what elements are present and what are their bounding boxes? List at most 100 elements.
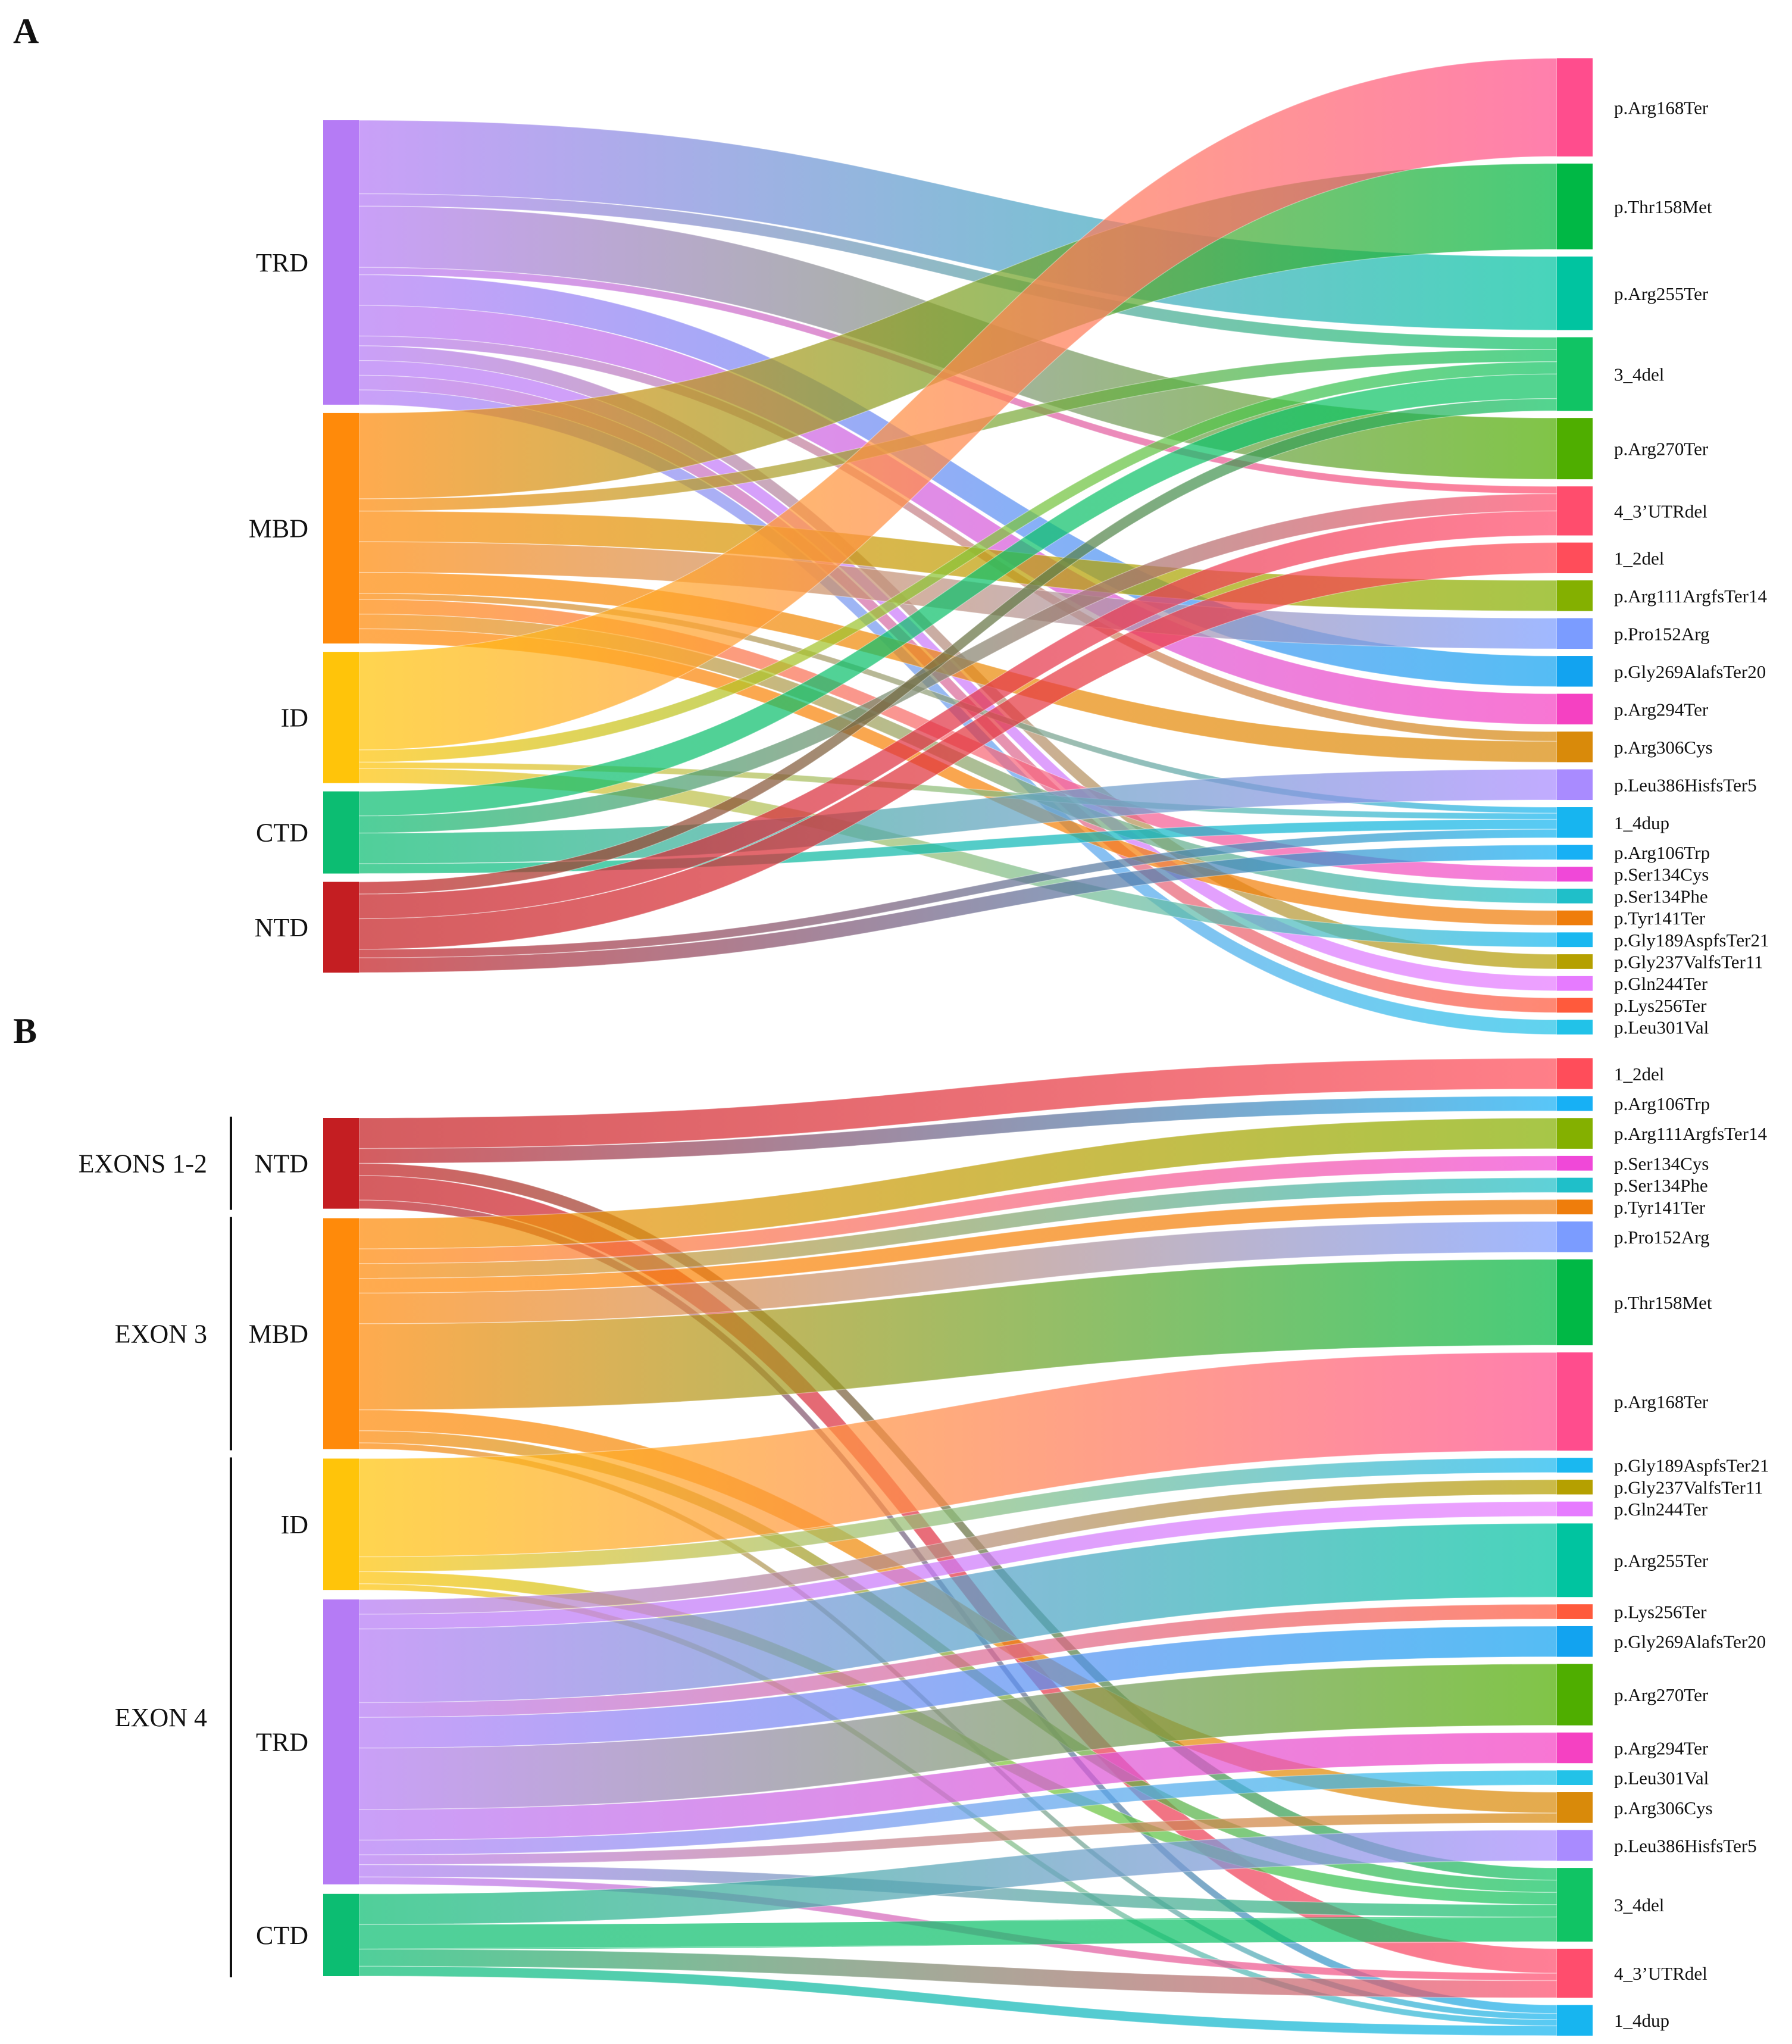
source-node-mbd bbox=[323, 1218, 359, 1449]
target-label-1-4dup: 1_4dup bbox=[1614, 812, 1669, 833]
target-label-p-lys256ter: p.Lys256Ter bbox=[1614, 1602, 1707, 1623]
target-label-p-arg255ter: p.Arg255Ter bbox=[1614, 1550, 1709, 1571]
target-node-p-gly189aspfster21 bbox=[1557, 932, 1593, 948]
source-node-mbd bbox=[323, 412, 359, 644]
target-node-p-lys256ter bbox=[1557, 998, 1593, 1013]
target-label-1-2del: 1_2del bbox=[1614, 1064, 1664, 1084]
source-label-id: ID bbox=[281, 1510, 308, 1539]
target-label-p-arg294ter: p.Arg294Ter bbox=[1614, 699, 1709, 720]
target-node-p-gly269alafster20 bbox=[1557, 656, 1593, 687]
target-node-p-pro152arg bbox=[1557, 618, 1593, 649]
target-label-p-lys256ter: p.Lys256Ter bbox=[1614, 995, 1707, 1016]
link-ctd-to-4-3-utrdel bbox=[358, 1948, 1558, 1999]
target-node-p-arg168ter bbox=[1557, 1352, 1593, 1451]
source-node-ctd bbox=[323, 791, 359, 874]
link-ntd-to-4-3-utrdel bbox=[358, 510, 1558, 920]
target-label-4-3-utrdel: 4_3’UTRdel bbox=[1614, 1963, 1707, 1984]
target-label-p-thr158met: p.Thr158Met bbox=[1614, 1292, 1712, 1313]
target-label-1-4dup: 1_4dup bbox=[1614, 2010, 1669, 2031]
source-node-ntd bbox=[323, 1118, 359, 1209]
link-ntd-to-1-2del bbox=[358, 542, 1558, 950]
target-node-p-gln244ter bbox=[1557, 1501, 1593, 1517]
source-node-id bbox=[323, 652, 359, 783]
target-node-p-arg294ter bbox=[1557, 693, 1593, 725]
target-node-p-gly189aspfster21 bbox=[1557, 1458, 1593, 1473]
link-trd-to-p-gly269alafster20 bbox=[358, 1626, 1558, 1749]
source-label-trd: TRD bbox=[256, 1727, 308, 1757]
target-label-p-tyr141ter: p.Tyr141Ter bbox=[1614, 908, 1706, 929]
source-label-ctd: CTD bbox=[256, 818, 308, 848]
target-label-p-arg168ter: p.Arg168Ter bbox=[1614, 97, 1709, 118]
target-label-p-gln244ter: p.Gln244Ter bbox=[1614, 1499, 1708, 1520]
link-trd-to-p-lys256ter bbox=[358, 1604, 1558, 1718]
target-label-p-gln244ter: p.Gln244Ter bbox=[1614, 973, 1708, 994]
target-node-3-4del bbox=[1557, 337, 1593, 411]
link-ntd-to-3-4del bbox=[358, 398, 1558, 895]
source-node-trd bbox=[323, 120, 359, 405]
target-node-p-ser134cys bbox=[1557, 867, 1593, 882]
target-label-p-leu301val: p.Leu301Val bbox=[1614, 1017, 1709, 1038]
target-node-p-arg111argfster14 bbox=[1557, 580, 1593, 611]
target-label-p-pro152arg: p.Pro152Arg bbox=[1614, 1227, 1709, 1248]
target-label-p-arg168ter: p.Arg168Ter bbox=[1614, 1392, 1709, 1412]
panel-letter-b: B bbox=[13, 1011, 37, 1051]
target-label-p-arg270ter: p.Arg270Ter bbox=[1614, 1684, 1709, 1705]
target-node-p-leu386hisfster5 bbox=[1557, 769, 1593, 801]
target-label-p-arg294ter: p.Arg294Ter bbox=[1614, 1737, 1709, 1758]
target-label-p-arg111argfster14: p.Arg111ArgfsTer14 bbox=[1614, 586, 1767, 607]
link-trd-to-p-arg306cys bbox=[358, 1812, 1558, 1865]
target-label-p-gly189aspfster21: p.Gly189AspfsTer21 bbox=[1614, 1455, 1769, 1476]
target-node-p-arg111argfster14 bbox=[1557, 1118, 1593, 1149]
target-node-p-arg270ter bbox=[1557, 1664, 1593, 1726]
target-node-p-thr158met bbox=[1557, 163, 1593, 249]
panel-b: B NTD MBD ID TRD CTD 1_2del p.Arg106Trp p.Arg11… bbox=[13, 1011, 1769, 2036]
target-label-3-4del: 3_4del bbox=[1614, 364, 1664, 385]
target-node-p-arg306cys bbox=[1557, 1792, 1593, 1823]
target-node-p-pro152arg bbox=[1557, 1221, 1593, 1252]
link-trd-to-p-gln244ter bbox=[358, 1501, 1558, 1630]
target-node-p-leu301val bbox=[1557, 1770, 1593, 1785]
source-node-ntd bbox=[323, 882, 359, 973]
target-label-p-gly269alafster20: p.Gly269AlafsTer20 bbox=[1614, 1632, 1766, 1652]
target-label-p-leu386hisfster5: p.Leu386HisfsTer5 bbox=[1614, 774, 1757, 795]
link-ntd-to-p-arg106trp bbox=[358, 1095, 1558, 1164]
target-node-1-4dup bbox=[1557, 2005, 1593, 2036]
target-node-p-arg270ter bbox=[1557, 418, 1593, 480]
source-node-id bbox=[323, 1458, 359, 1590]
target-label-p-gly189aspfster21: p.Gly189AspfsTer21 bbox=[1614, 930, 1769, 951]
target-node-p-gln244ter bbox=[1557, 976, 1593, 991]
source-label-id: ID bbox=[281, 703, 308, 732]
nodes-a: TRD MBD ID CTD NTD p.Arg168Ter p.Thr158Met p.Ar… bbox=[249, 58, 1769, 1038]
target-node-p-gly269alafster20 bbox=[1557, 1626, 1593, 1657]
target-label-p-ser134phe: p.Ser134Phe bbox=[1614, 1175, 1708, 1196]
target-node-p-gly237valfster11 bbox=[1557, 1479, 1593, 1495]
source-label-mbd: MBD bbox=[249, 514, 308, 543]
source-label-ctd: CTD bbox=[256, 1921, 308, 1950]
target-label-p-ser134cys: p.Ser134Cys bbox=[1614, 864, 1709, 885]
target-node-p-arg106trp bbox=[1557, 845, 1593, 860]
target-node-p-lys256ter bbox=[1557, 1604, 1593, 1619]
target-label-p-arg306cys: p.Arg306Cys bbox=[1614, 737, 1713, 758]
target-label-p-leu386hisfster5: p.Leu386HisfsTer5 bbox=[1614, 1835, 1757, 1856]
target-node-p-tyr141ter bbox=[1557, 1199, 1593, 1215]
target-label-p-ser134cys: p.Ser134Cys bbox=[1614, 1153, 1709, 1174]
source-node-ctd bbox=[323, 1893, 359, 1976]
target-label-p-thr158met: p.Thr158Met bbox=[1614, 196, 1712, 217]
target-label-p-gly237valfster11: p.Gly237ValfsTer11 bbox=[1614, 1477, 1763, 1498]
target-node-p-arg255ter bbox=[1557, 256, 1593, 330]
target-label-3-4del: 3_4del bbox=[1614, 1895, 1664, 1915]
panel-a: A TRD MBD ID CTD NTD p.Arg168Ter p.Thr158Met p.… bbox=[13, 11, 1769, 1038]
target-node-p-arg294ter bbox=[1557, 1732, 1593, 1764]
target-label-p-gly269alafster20: p.Gly269AlafsTer20 bbox=[1614, 661, 1766, 682]
target-node-4-3-utrdel bbox=[1557, 1948, 1593, 1998]
exon-label-exon-4: EXON 4 bbox=[115, 1703, 207, 1732]
target-label-p-tyr141ter: p.Tyr141Ter bbox=[1614, 1197, 1706, 1218]
exon-brackets: EXONS 1-2 EXON 3 EXON 4 bbox=[79, 1117, 232, 1977]
target-node-3-4del bbox=[1557, 1868, 1593, 1942]
target-label-p-leu301val: p.Leu301Val bbox=[1614, 1768, 1709, 1789]
target-node-p-gly237valfster11 bbox=[1557, 954, 1593, 969]
target-label-p-pro152arg: p.Pro152Arg bbox=[1614, 623, 1709, 644]
links-a bbox=[358, 58, 1558, 1035]
target-node-p-ser134phe bbox=[1557, 1177, 1593, 1193]
link-trd-to-p-leu301val bbox=[358, 1770, 1558, 1856]
